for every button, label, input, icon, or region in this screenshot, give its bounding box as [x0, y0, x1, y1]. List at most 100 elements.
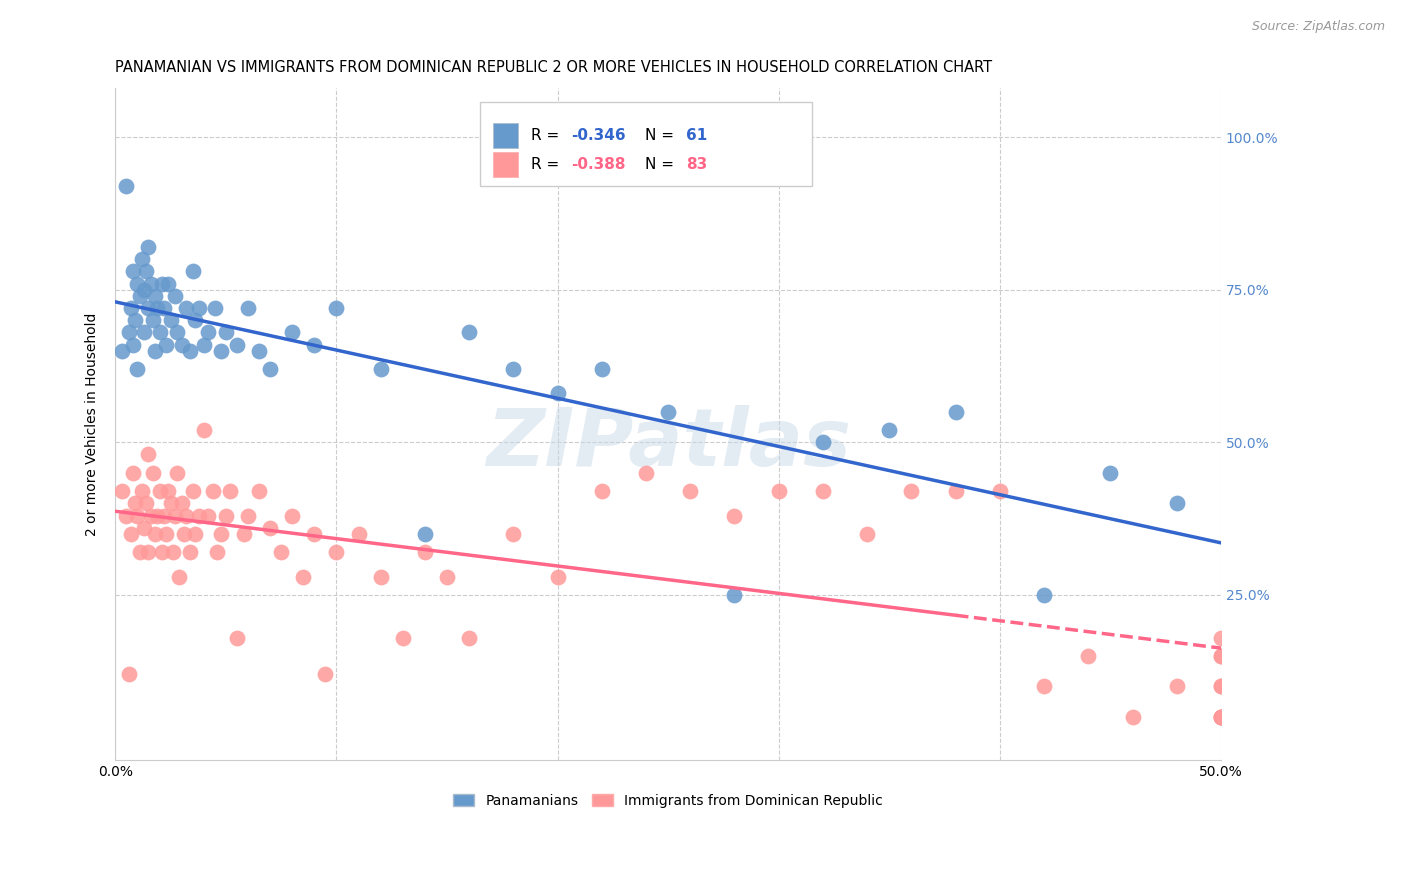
- Point: [166, 466, 188, 480]
- Point: [945, 484, 967, 499]
- Point: [124, 313, 146, 327]
- Point: [135, 264, 157, 278]
- Point: [347, 526, 370, 541]
- Point: [127, 508, 149, 523]
- Point: [236, 301, 259, 315]
- Point: [458, 631, 481, 645]
- Point: [111, 343, 134, 358]
- Point: [122, 337, 145, 351]
- Point: [591, 362, 613, 376]
- Point: [634, 466, 657, 480]
- Point: [281, 508, 304, 523]
- Point: [170, 337, 193, 351]
- Point: [281, 326, 304, 340]
- Point: [988, 484, 1011, 499]
- Point: [304, 337, 326, 351]
- Point: [325, 545, 347, 559]
- Point: [122, 466, 145, 480]
- Point: [1033, 680, 1056, 694]
- Text: 61: 61: [686, 128, 707, 143]
- Point: [132, 326, 155, 340]
- Point: [128, 545, 150, 559]
- Point: [155, 337, 177, 351]
- Point: [127, 277, 149, 291]
- Point: [153, 508, 176, 523]
- Point: [157, 277, 180, 291]
- Text: R =: R =: [531, 128, 564, 143]
- Point: [162, 545, 184, 559]
- Point: [128, 289, 150, 303]
- Point: [132, 283, 155, 297]
- Point: [879, 423, 901, 437]
- Point: [120, 526, 142, 541]
- Point: [138, 448, 160, 462]
- Point: [856, 526, 879, 541]
- Point: [163, 289, 186, 303]
- Point: [1166, 680, 1188, 694]
- Point: [174, 301, 197, 315]
- Point: [122, 264, 145, 278]
- Point: [146, 301, 169, 315]
- Text: N =: N =: [645, 157, 679, 172]
- Point: [436, 569, 458, 583]
- Point: [201, 484, 224, 499]
- Point: [143, 526, 166, 541]
- Point: [314, 667, 336, 681]
- Point: [1209, 680, 1232, 694]
- Point: [142, 466, 165, 480]
- Point: [1077, 648, 1099, 663]
- Point: [1209, 648, 1232, 663]
- Point: [1209, 710, 1232, 724]
- Point: [900, 484, 922, 499]
- Point: [215, 508, 238, 523]
- Point: [723, 508, 745, 523]
- Point: [413, 526, 436, 541]
- Point: [124, 496, 146, 510]
- Text: PANAMANIAN VS IMMIGRANTS FROM DOMINICAN REPUBLIC 2 OR MORE VEHICLES IN HOUSEHOLD: PANAMANIAN VS IMMIGRANTS FROM DOMINICAN …: [115, 60, 993, 75]
- Text: R =: R =: [531, 157, 564, 172]
- Point: [169, 569, 191, 583]
- Point: [120, 301, 142, 315]
- Point: [153, 301, 176, 315]
- Point: [197, 508, 219, 523]
- Point: [1209, 680, 1232, 694]
- Point: [139, 277, 162, 291]
- Point: [768, 484, 790, 499]
- Point: [270, 545, 292, 559]
- Point: [146, 508, 169, 523]
- Point: [247, 484, 270, 499]
- Point: [184, 526, 207, 541]
- Point: [723, 588, 745, 602]
- Point: [325, 301, 347, 315]
- Point: [179, 545, 201, 559]
- Bar: [494, 122, 517, 148]
- Point: [1122, 710, 1144, 724]
- Point: [292, 569, 315, 583]
- Point: [458, 326, 481, 340]
- Point: [209, 526, 232, 541]
- Point: [170, 496, 193, 510]
- Point: [157, 484, 180, 499]
- Text: Source: ZipAtlas.com: Source: ZipAtlas.com: [1251, 20, 1385, 33]
- Text: -0.346: -0.346: [571, 128, 626, 143]
- Point: [1099, 466, 1122, 480]
- Bar: [481, 102, 811, 186]
- Point: [204, 301, 226, 315]
- Legend: Panamanians, Immigrants from Dominican Republic: Panamanians, Immigrants from Dominican R…: [449, 788, 889, 814]
- Point: [209, 343, 232, 358]
- Point: [197, 326, 219, 340]
- Text: ZIPatlas: ZIPatlas: [485, 405, 851, 483]
- Point: [547, 569, 569, 583]
- Point: [811, 435, 834, 450]
- Point: [1209, 631, 1232, 645]
- Point: [657, 405, 679, 419]
- Point: [138, 545, 160, 559]
- Point: [502, 362, 524, 376]
- Point: [135, 496, 157, 510]
- Point: [117, 667, 139, 681]
- Point: [166, 326, 188, 340]
- Point: [179, 343, 201, 358]
- Point: [139, 508, 162, 523]
- Point: [184, 313, 207, 327]
- Point: [188, 508, 211, 523]
